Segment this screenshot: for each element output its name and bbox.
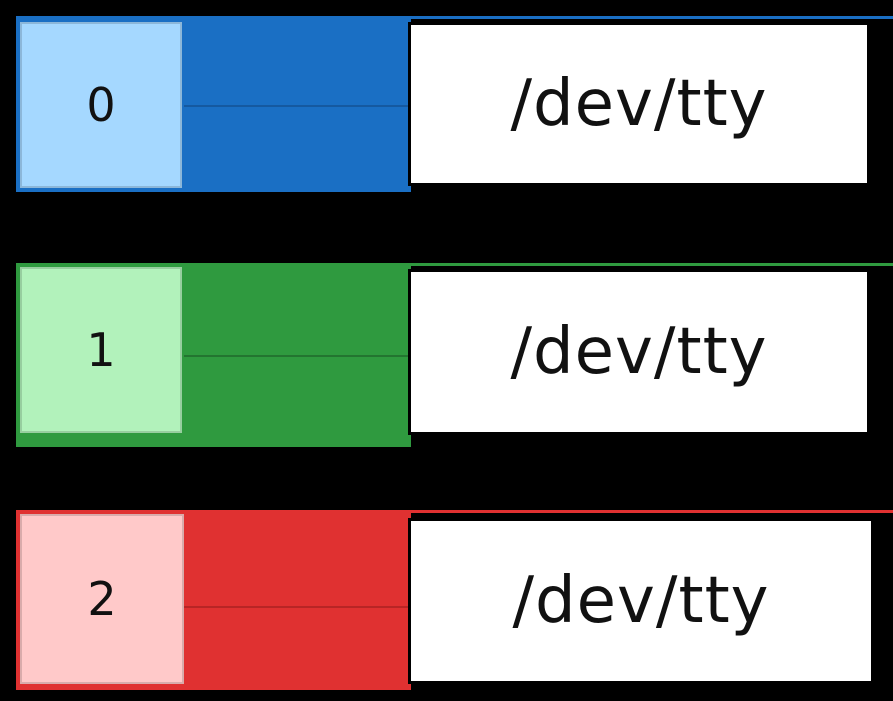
fd-box-stderr: 2	[20, 514, 184, 684]
connector-stderr	[184, 606, 410, 608]
fd-box-stdin: 0	[20, 22, 182, 188]
target-box-stdin: /dev/tty	[408, 22, 870, 186]
band-top-stroke	[408, 263, 893, 266]
target-label-stderr: /dev/tty	[512, 564, 770, 638]
band-top-stroke	[408, 16, 893, 19]
connector-stdin	[184, 105, 410, 107]
fd-row-stdin: 0 /dev/tty	[0, 16, 893, 192]
fd-number-stdout: 1	[86, 323, 116, 377]
fd-row-stderr: 2 /dev/tty	[0, 510, 893, 690]
target-box-stderr: /dev/tty	[408, 518, 874, 684]
fd-number-stdin: 0	[86, 78, 116, 132]
fd-box-stdout: 1	[20, 267, 182, 433]
target-box-stdout: /dev/tty	[408, 269, 870, 435]
fd-number-stderr: 2	[87, 572, 117, 626]
connector-stdout	[184, 355, 410, 357]
target-label-stdin: /dev/tty	[510, 67, 768, 141]
band-top-stroke	[408, 510, 893, 513]
fd-row-stdout: 1 /dev/tty	[0, 263, 893, 447]
target-label-stdout: /dev/tty	[510, 315, 768, 389]
